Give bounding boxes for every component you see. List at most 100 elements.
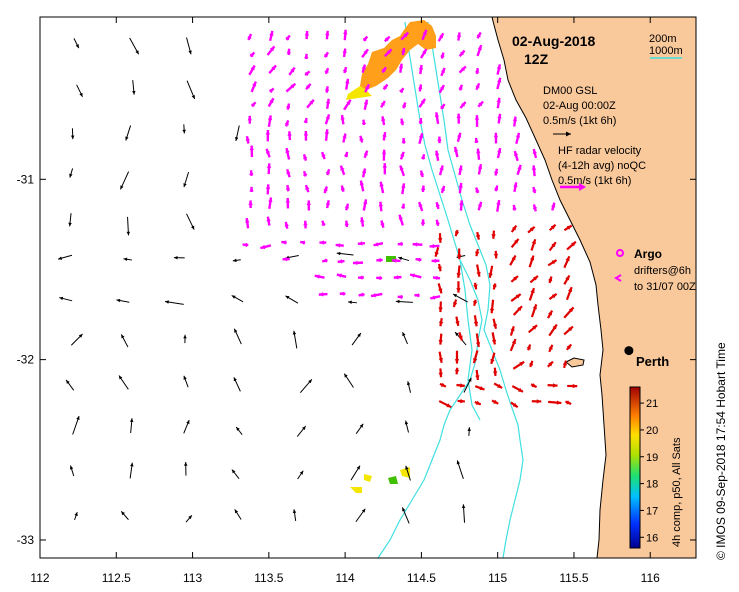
x-tick-label: 112.5 [102, 571, 131, 585]
plot-frame [39, 16, 697, 559]
model-vector-head [188, 50, 192, 55]
drifter-legend-line1: drifters@6h [634, 265, 691, 277]
radar-vector-head [401, 47, 406, 53]
radar-vector-head [458, 84, 463, 90]
model-vector-head [292, 330, 297, 335]
model-vector-head [76, 416, 80, 421]
radar-vector-fast-head [475, 342, 481, 347]
radar-vector-head [305, 185, 310, 191]
model-vector-head [357, 333, 361, 338]
radar-vector-fast-head [492, 323, 497, 329]
radar-vector-head [391, 258, 397, 263]
radar-vector-head [440, 52, 445, 58]
colorbar-tick-label: 20 [646, 425, 658, 437]
radar-vector-fast-head [568, 287, 573, 293]
model-vector-head [118, 375, 123, 380]
radar-vector-head [287, 131, 292, 136]
radar-vector-head [340, 165, 345, 171]
radar-vector-head [242, 242, 248, 248]
radar-vector-fast-head [548, 361, 553, 367]
city-perth: Perth [624, 346, 669, 369]
model-vector-head [135, 50, 139, 55]
radar-vector-head [282, 256, 288, 262]
model-vector-head [186, 420, 190, 425]
radar-vector-fast-head [531, 383, 537, 388]
model-vector-head [359, 423, 364, 428]
radar-vector-head [265, 184, 271, 190]
radar-vector-fast-head [548, 344, 553, 350]
radar-vector-head [380, 101, 385, 107]
radar-vector-fast-head [491, 234, 496, 239]
radar-vector-fast-head [568, 326, 573, 332]
radar-vector-head [249, 186, 254, 192]
radar-vector-fast-head [438, 339, 443, 345]
radar-vector-fast-head [529, 255, 535, 261]
radar-vector-head [285, 103, 291, 109]
model-vector-head [129, 418, 134, 423]
radar-vector-fast-head [438, 238, 443, 243]
radar-vector-fast-head [473, 358, 478, 364]
radar-vector-head [418, 118, 423, 123]
radar-legend-arrowhead [579, 183, 586, 191]
radar-vector-head [373, 242, 379, 247]
radar-vector-head [458, 165, 463, 171]
radar-vector-head [497, 148, 502, 153]
model-legend-title: DM00 GSL [543, 85, 597, 97]
radar-vector-head [269, 98, 274, 104]
radar-vector-head [305, 83, 311, 89]
radar-vector-fast-head [439, 321, 444, 327]
model-vector-head [126, 231, 131, 236]
model-vector-head [406, 381, 411, 386]
radar-vector-head [363, 49, 368, 55]
radar-vector-head [266, 148, 271, 154]
radar-vector-head [322, 258, 328, 263]
drifter-legend-line2: to 31/07 00Z [634, 281, 696, 293]
radar-vector-head [335, 243, 341, 248]
radar-vector-head [512, 116, 518, 122]
radar-vector-fast-head [511, 339, 516, 345]
radar-vector-fast-head [529, 226, 535, 232]
radar-vector-head [250, 102, 256, 108]
radar-vector-fast-head [565, 275, 570, 281]
radar-vector-head [325, 114, 330, 120]
radar-vector-head [493, 132, 499, 138]
radar-vector-head [325, 98, 331, 104]
radar-vector-head [497, 113, 502, 119]
radar-vector-head [247, 33, 252, 39]
radar-vector-fast-head [479, 386, 485, 391]
x-tick-label: 113.5 [254, 571, 283, 585]
model-vector-head [404, 420, 409, 425]
radar-vector-fast-head [568, 307, 574, 313]
model-vector-head [232, 258, 237, 263]
perth-label: Perth [636, 354, 669, 369]
radar-vector-head [324, 86, 330, 92]
radar-vector-head [453, 146, 459, 152]
radar-vector-head [420, 219, 426, 224]
radar-vector-head [420, 185, 426, 191]
radar-vector-head [265, 129, 271, 135]
radar-vector-head [493, 168, 499, 174]
radar-vector-head [247, 115, 252, 121]
radar-vector-head [422, 49, 427, 55]
model-vector-head [79, 92, 83, 97]
radar-vector-fast-head [556, 400, 562, 405]
radar-vector-fast-head [437, 266, 442, 272]
isobath-1000m-branch [459, 259, 481, 421]
model-vector-head [456, 460, 461, 465]
radar-vector-head [336, 273, 342, 278]
model-vector-head [68, 222, 72, 227]
model-vector-head [78, 333, 83, 338]
radar-vector-head [271, 65, 276, 71]
model-vector-head [231, 295, 236, 299]
radar-vector-head [430, 295, 436, 300]
radar-vector-head [400, 118, 405, 124]
radar-vector-head [477, 201, 482, 207]
radar-vector-fast-head [453, 302, 458, 307]
radar-vector-fast-head [515, 294, 521, 299]
radar-vector-fast-head [526, 344, 531, 350]
radar-vector-head [496, 64, 502, 70]
model-vector-head [285, 295, 290, 300]
radar-vector-fast-head [552, 324, 557, 330]
model-vector-head [70, 135, 75, 140]
radar-vector-fast-head [476, 271, 481, 277]
